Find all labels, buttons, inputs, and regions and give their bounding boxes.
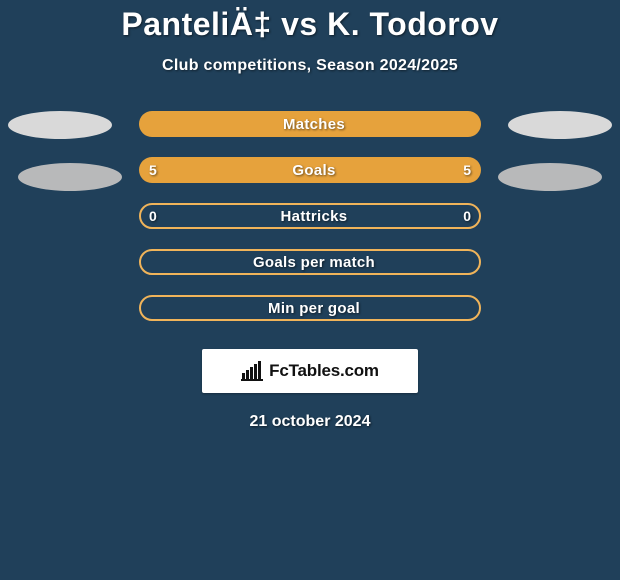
brand-text: FcTables.com (269, 361, 379, 381)
stat-value-left: 0 (149, 203, 157, 229)
stat-row-matches: Matches (139, 111, 481, 137)
player-left-body-ellipse (18, 163, 122, 191)
stat-row-gpm: Goals per match (139, 249, 481, 275)
player-right-head-ellipse (508, 111, 612, 139)
stat-row-goals: Goals5 5 (139, 157, 481, 183)
brand-badge: FcTables.com (202, 349, 418, 393)
stat-row-hattricks: Hattricks0 0 (139, 203, 481, 229)
snapshot-date: 21 october 2024 (0, 413, 620, 431)
comparison-stage: Matches Goals5 5 Hattricks0 0 Goals per match… (0, 111, 620, 331)
season-subtitle: Club competitions, Season 2024/2025 (0, 57, 620, 75)
stat-label: Hattricks (139, 203, 481, 229)
player-right-body-ellipse (498, 163, 602, 191)
stat-value-left: 5 (149, 157, 157, 183)
stat-label: Goals (139, 157, 481, 183)
stat-value-right: 0 (463, 203, 471, 229)
stat-value-right: 5 (463, 157, 471, 183)
stat-row-mpg: Min per goal (139, 295, 481, 321)
bar-chart-icon (241, 361, 263, 381)
page-title: PanteliÄ‡ vs K. Todorov (0, 0, 620, 43)
stat-label: Min per goal (139, 295, 481, 321)
stat-label: Goals per match (139, 249, 481, 275)
stat-label: Matches (139, 111, 481, 137)
player-left-head-ellipse (8, 111, 112, 139)
stat-bars: Matches Goals5 5 Hattricks0 0 Goals per match… (139, 111, 481, 341)
